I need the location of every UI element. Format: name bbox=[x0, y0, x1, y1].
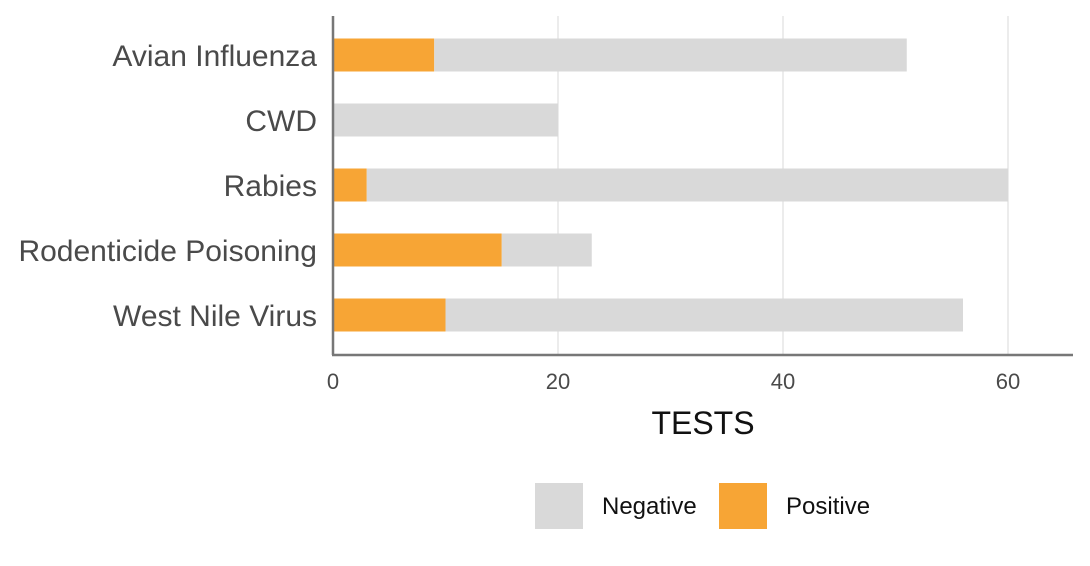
legend: Negative Positive bbox=[535, 483, 870, 529]
legend-swatch-negative bbox=[535, 483, 583, 529]
bar-negative-2 bbox=[366, 168, 1008, 202]
x-tick-label: 0 bbox=[327, 369, 339, 394]
category-label: Rabies bbox=[224, 170, 317, 203]
legend-swatch-positive bbox=[719, 483, 767, 529]
legend-label-negative: Negative bbox=[602, 493, 697, 520]
bar-positive-2 bbox=[333, 168, 367, 202]
category-label: West Nile Virus bbox=[113, 300, 317, 333]
legend-label-positive: Positive bbox=[786, 493, 870, 520]
bar-positive-0 bbox=[333, 38, 435, 72]
bar-negative-3 bbox=[501, 233, 592, 267]
bar-negative-1 bbox=[333, 103, 558, 137]
x-tick-label: 40 bbox=[771, 369, 795, 394]
category-labels: Avian Influenza CWD Rabies Rodenticide Pois… bbox=[18, 40, 317, 333]
bar-negative-0 bbox=[434, 38, 907, 72]
x-axis-title: TESTS bbox=[651, 405, 754, 441]
bars bbox=[333, 38, 1008, 332]
x-tick-label: 20 bbox=[546, 369, 570, 394]
category-label: Rodenticide Poisoning bbox=[18, 235, 317, 268]
category-label: Avian Influenza bbox=[112, 40, 317, 73]
x-tick-label: 60 bbox=[996, 369, 1020, 394]
x-tick-labels: 0 20 40 60 bbox=[327, 369, 1020, 394]
bar-positive-4 bbox=[333, 298, 446, 332]
category-label: CWD bbox=[245, 105, 317, 138]
bar-positive-3 bbox=[333, 233, 502, 267]
bar-negative-4 bbox=[445, 298, 963, 332]
